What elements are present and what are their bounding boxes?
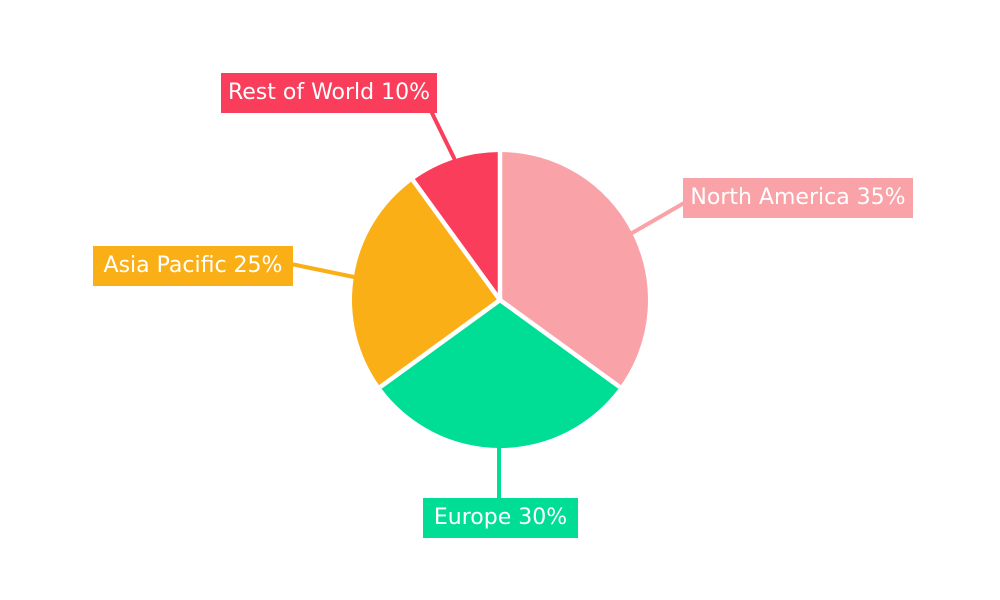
pie-slice-north-america[interactable] <box>500 152 648 387</box>
pie-label-europe: Europe 30% <box>423 498 578 538</box>
pie-slice-rest-of-world[interactable] <box>413 152 500 300</box>
pie-label-rest-of-world: Rest of World 10% <box>221 73 437 113</box>
slice-divider <box>411 178 502 302</box>
pie-slice-europe[interactable] <box>380 300 620 448</box>
pie-label-north-america: North America 35% <box>683 178 913 218</box>
leader-line-rest-of-world <box>429 109 456 160</box>
leader-line-north-america <box>630 197 693 235</box>
pie-slice-asia-pacific[interactable] <box>352 180 500 387</box>
slice-divider <box>498 298 622 389</box>
leader-line-asia-pacific <box>289 262 356 279</box>
pie-label-asia-pacific: Asia Pacific 25% <box>93 246 293 286</box>
slice-divider <box>378 298 502 389</box>
